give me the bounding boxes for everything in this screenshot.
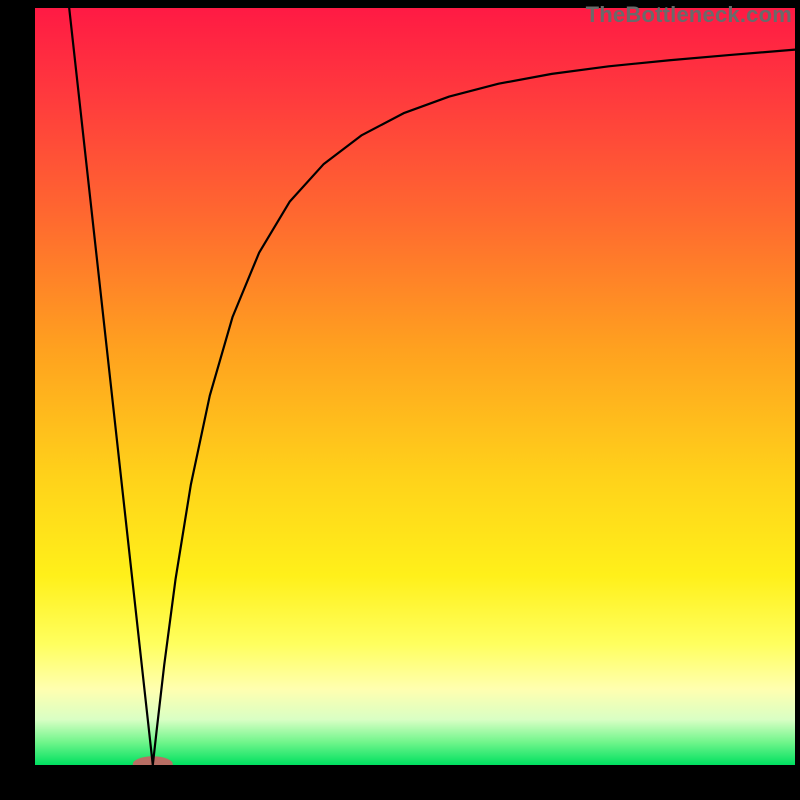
chart-container: TheBottleneck.com bbox=[0, 0, 800, 800]
gradient-background bbox=[35, 8, 795, 765]
bottleneck-chart bbox=[0, 0, 800, 800]
